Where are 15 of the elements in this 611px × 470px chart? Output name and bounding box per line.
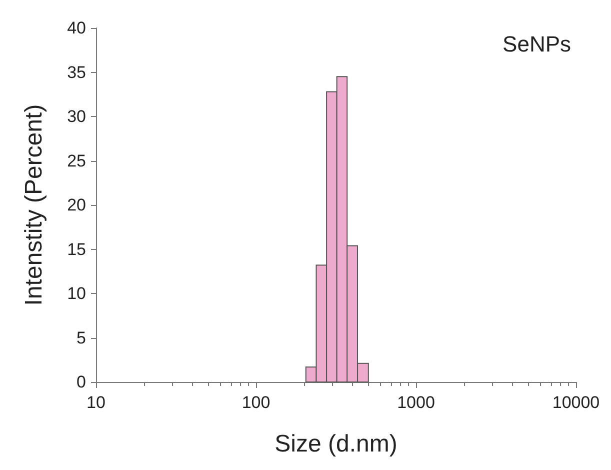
y-tick-label: 20 <box>67 196 86 214</box>
y-tick-label: 5 <box>76 328 86 348</box>
annotation: SeNPs <box>502 32 572 56</box>
y-tick-label: 15 <box>67 240 86 259</box>
y-tick-label: 10 <box>67 284 86 303</box>
x-tick-label: 10000 <box>552 393 600 412</box>
y-tick-label: 0 <box>76 372 86 392</box>
x-axis-title: Size (d.nm) <box>274 430 398 458</box>
y-tick-label: 25 <box>67 151 86 170</box>
y-tick-label: 35 <box>67 62 86 82</box>
y-axis-title: Intenstity (Percent) <box>20 104 48 306</box>
y-tick-label: 40 <box>67 18 86 38</box>
x-tick-label: 1000 <box>397 393 435 412</box>
y-tick-label: 30 <box>67 107 86 126</box>
x-tick-label: 100 <box>242 393 270 412</box>
